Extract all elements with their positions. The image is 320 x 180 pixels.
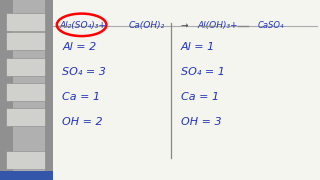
Text: OH = 3: OH = 3 [181,117,221,127]
Text: Ca = 1: Ca = 1 [62,92,100,102]
Bar [0,171,53,180]
Bar [0,0,53,180]
Text: Al(OH)₃+: Al(OH)₃+ [197,21,238,30]
Bar [6,83,45,101]
Bar [6,58,45,76]
Bar [6,151,45,169]
Text: OH = 2: OH = 2 [62,117,103,127]
Text: Al = 1: Al = 1 [181,42,215,52]
Bar [13,0,45,180]
Text: →: → [180,21,188,30]
Bar [6,108,45,126]
Text: Ca(OH)₂: Ca(OH)₂ [129,21,165,30]
Text: Al₂(SO₄)₃+: Al₂(SO₄)₃+ [60,21,107,30]
Text: Ca = 1: Ca = 1 [181,92,219,102]
Bar [6,32,45,50]
Text: CaSO₄: CaSO₄ [257,21,284,30]
Bar [6,13,45,31]
Text: Al = 2: Al = 2 [62,42,97,52]
Text: SO₄ = 1: SO₄ = 1 [181,67,225,77]
Text: SO₄ = 3: SO₄ = 3 [62,67,106,77]
